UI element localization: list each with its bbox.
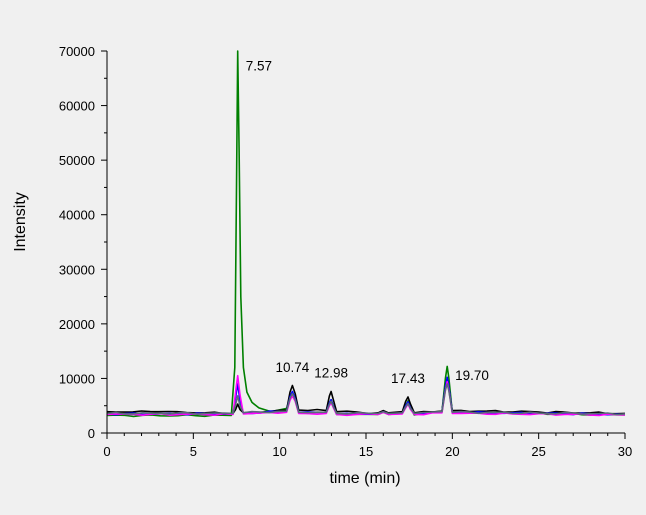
x-tick-label: 25 [531, 444, 545, 459]
y-tick-label: 30000 [59, 262, 95, 277]
peak-label: 12.98 [314, 365, 348, 380]
x-tick-label: 20 [445, 444, 459, 459]
y-tick-label: 0 [88, 426, 95, 441]
series-line [106, 50, 626, 418]
y-axis: 0 10000 20000 30000 40000 50000 60000 70000 [59, 44, 108, 441]
y-tick-label: 40000 [59, 208, 95, 223]
x-axis: 0 5 10 15 20 25 30 [103, 432, 632, 459]
y-tick-label: 20000 [59, 317, 95, 332]
peak-label-group: 7.57 10.74 12.98 17.43 19.70 [246, 58, 489, 385]
series-line [106, 376, 626, 416]
series-line [106, 383, 626, 416]
x-axis-title: time (min) [329, 470, 400, 487]
peak-label: 7.57 [246, 58, 272, 73]
y-tick-label: 70000 [59, 44, 95, 59]
y-tick-label: 50000 [59, 153, 95, 168]
series-line [106, 380, 626, 415]
peak-label: 10.74 [276, 360, 310, 375]
peak-label: 17.43 [391, 371, 425, 386]
x-tick-label: 30 [618, 444, 632, 459]
series-line [106, 374, 626, 417]
y-axis-title: Intensity [12, 192, 29, 252]
y-tick-label: 10000 [59, 371, 95, 386]
x-tick-label: 15 [359, 444, 373, 459]
plot-series-group [106, 50, 626, 418]
x-tick-label: 0 [103, 444, 110, 459]
peak-label: 19.70 [455, 368, 489, 383]
x-tick-label: 5 [190, 444, 197, 459]
x-tick-label: 10 [272, 444, 286, 459]
y-tick-label: 60000 [59, 99, 95, 114]
